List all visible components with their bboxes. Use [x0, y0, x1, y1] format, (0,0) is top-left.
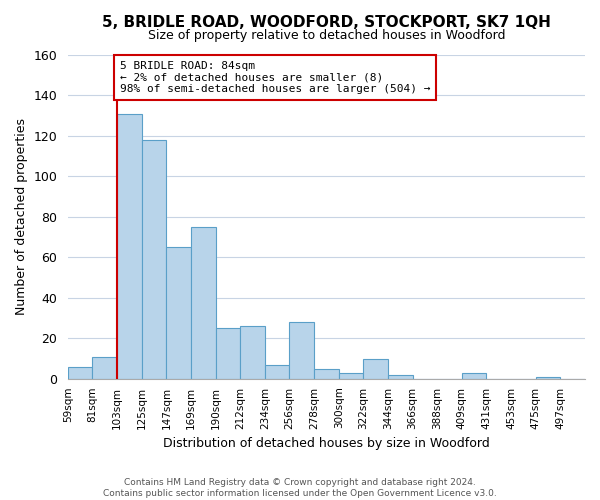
Bar — [68, 366, 92, 379]
Text: 5 BRIDLE ROAD: 84sqm
← 2% of detached houses are smaller (8)
98% of semi-detache: 5 BRIDLE ROAD: 84sqm ← 2% of detached ho… — [119, 61, 430, 94]
Bar — [289, 322, 314, 379]
Bar — [339, 373, 364, 379]
Bar — [314, 369, 339, 379]
Bar — [142, 140, 166, 379]
Text: Size of property relative to detached houses in Woodford: Size of property relative to detached ho… — [148, 29, 505, 42]
Bar — [240, 326, 265, 379]
Y-axis label: Number of detached properties: Number of detached properties — [15, 118, 28, 316]
Bar — [265, 364, 289, 379]
Bar — [117, 114, 142, 379]
Bar — [166, 247, 191, 379]
Bar — [191, 227, 215, 379]
X-axis label: Distribution of detached houses by size in Woodford: Distribution of detached houses by size … — [163, 437, 490, 450]
Bar — [536, 377, 560, 379]
Bar — [364, 358, 388, 379]
Bar — [215, 328, 240, 379]
Bar — [462, 373, 487, 379]
Bar — [92, 356, 117, 379]
Text: Contains HM Land Registry data © Crown copyright and database right 2024.
Contai: Contains HM Land Registry data © Crown c… — [103, 478, 497, 498]
Bar — [388, 375, 413, 379]
Title: 5, BRIDLE ROAD, WOODFORD, STOCKPORT, SK7 1QH: 5, BRIDLE ROAD, WOODFORD, STOCKPORT, SK7… — [102, 15, 551, 30]
